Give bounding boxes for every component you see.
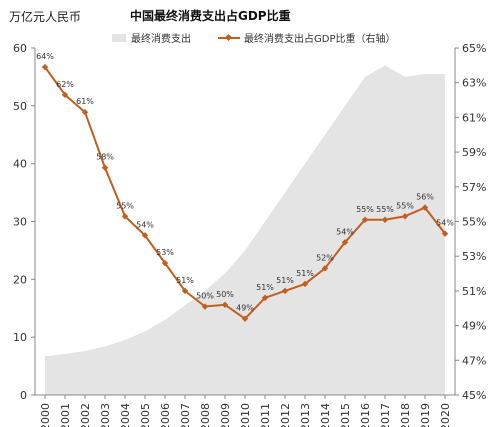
x-tick-label: 2015 (339, 403, 352, 427)
x-tick-label: 2000 (39, 403, 52, 427)
x-tick-label: 2005 (139, 403, 152, 427)
legend-item-line: 最终消费支出占GDP比重（右轴） (218, 30, 395, 45)
y-tick-label: 30 (13, 216, 27, 229)
line-point-marker (161, 259, 169, 267)
legend-line-swatch (218, 33, 240, 43)
line-point-marker (441, 230, 449, 237)
x-tick-label: 2006 (159, 403, 172, 427)
line-data-label: 51% (176, 276, 194, 285)
legend-item-area: 最终消费支出 (112, 30, 191, 45)
line-point-marker (421, 204, 429, 211)
line-data-label: 55% (376, 205, 394, 214)
y-tick-label: 10 (13, 331, 27, 344)
y2-tick-label: 61% (462, 111, 486, 124)
line-data-label: 55% (396, 201, 414, 210)
x-tick-label: 2004 (119, 403, 132, 427)
y2-tick-label: 55% (462, 216, 486, 229)
x-tick-label: 2003 (99, 403, 112, 427)
y-tick-label: 40 (13, 158, 27, 171)
y2-tick-label: 63% (462, 77, 486, 90)
y2-tick-label: 59% (462, 146, 486, 159)
line-data-label: 50% (196, 292, 214, 301)
line-point-marker (381, 216, 389, 223)
line-point-marker (361, 216, 369, 223)
line-data-label: 64% (36, 52, 54, 61)
line-data-label: 54% (336, 227, 354, 236)
line-point-marker (241, 315, 249, 322)
line-data-label: 54% (136, 220, 154, 229)
area-consumption-series (45, 65, 445, 395)
line-data-label: 62% (56, 80, 74, 89)
x-tick-label: 2018 (399, 403, 412, 427)
chart-title: 中国最终消费支出占GDP比重 (130, 9, 291, 23)
x-tick-label: 2008 (199, 403, 212, 427)
x-tick-label: 2002 (79, 403, 92, 427)
y-tick-label: 50 (13, 100, 27, 113)
line-point-marker (181, 287, 189, 295)
x-tick-label: 2020 (439, 403, 452, 427)
x-tick-label: 2014 (319, 403, 332, 427)
line-point-marker (261, 294, 269, 302)
line-data-label: 51% (276, 276, 294, 285)
line-point-marker (101, 164, 109, 171)
line-point-marker (321, 265, 329, 272)
line-data-label: 56% (416, 193, 434, 202)
line-point-marker (121, 213, 129, 220)
line-data-label: 54% (436, 219, 454, 228)
y-tick-label: 0 (20, 389, 27, 402)
x-tick-label: 2016 (359, 403, 372, 427)
y-axis-title: 万亿元人民币 (9, 10, 82, 24)
x-tick-label: 2007 (179, 403, 192, 427)
y2-tick-label: 51% (462, 285, 486, 298)
line-data-label: 50% (216, 290, 234, 299)
line-point-marker (201, 303, 209, 310)
y-tick-label: 20 (13, 273, 27, 286)
legend-area-label: 最终消费支出 (131, 34, 191, 45)
y-tick-label: 60 (13, 42, 27, 55)
y2-tick-label: 45% (462, 389, 486, 402)
y2-tick-label: 53% (462, 250, 486, 263)
legend-line-label: 最终消费支出占GDP比重（右轴） (244, 34, 396, 45)
x-tick-label: 2001 (59, 403, 72, 427)
line-point-marker (401, 213, 409, 220)
line-point-marker (221, 301, 229, 308)
line-data-label: 52% (316, 253, 334, 262)
line-data-label: 58% (96, 153, 114, 162)
line-point-marker (301, 280, 309, 288)
line-point-marker (341, 239, 349, 246)
x-tick-label: 2010 (239, 403, 252, 427)
x-tick-label: 2011 (259, 403, 272, 427)
legend-area-swatch (112, 33, 126, 42)
y2-tick-label: 65% (462, 42, 486, 55)
y2-tick-label: 57% (462, 181, 486, 194)
line-point-marker (81, 108, 89, 116)
line-point-marker (61, 91, 69, 99)
line-data-label: 55% (356, 205, 374, 214)
line-point-marker (141, 232, 149, 239)
x-tick-label: 2012 (279, 403, 292, 427)
line-data-label: 53% (156, 248, 174, 257)
line-data-label: 49% (236, 304, 254, 313)
line-data-label: 61% (76, 97, 94, 106)
y2-tick-label: 49% (462, 320, 486, 333)
line-data-label: 51% (296, 269, 314, 278)
y2-tick-label: 47% (462, 354, 486, 367)
x-tick-label: 2009 (219, 403, 232, 427)
x-tick-label: 2013 (299, 403, 312, 427)
line-point-marker (281, 287, 289, 295)
line-point-marker (41, 63, 49, 71)
line-data-label: 55% (116, 201, 134, 210)
line-data-label: 51% (256, 283, 274, 292)
x-tick-label: 2017 (379, 403, 392, 427)
x-tick-label: 2019 (419, 403, 432, 427)
